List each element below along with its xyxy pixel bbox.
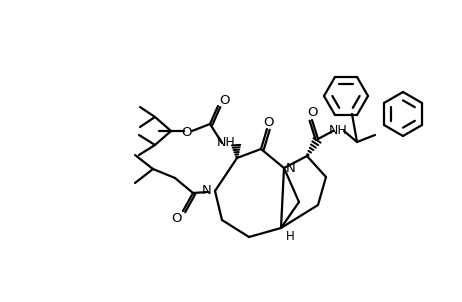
Text: N: N (286, 162, 296, 175)
Text: NH: NH (328, 124, 347, 137)
Text: O: O (172, 211, 182, 224)
Text: N: N (202, 185, 212, 198)
Text: O: O (219, 95, 229, 108)
Text: O: O (264, 115, 274, 128)
Text: H: H (286, 230, 294, 243)
Text: NH: NH (217, 137, 235, 149)
Text: O: O (182, 126, 192, 139)
Text: O: O (308, 107, 318, 120)
